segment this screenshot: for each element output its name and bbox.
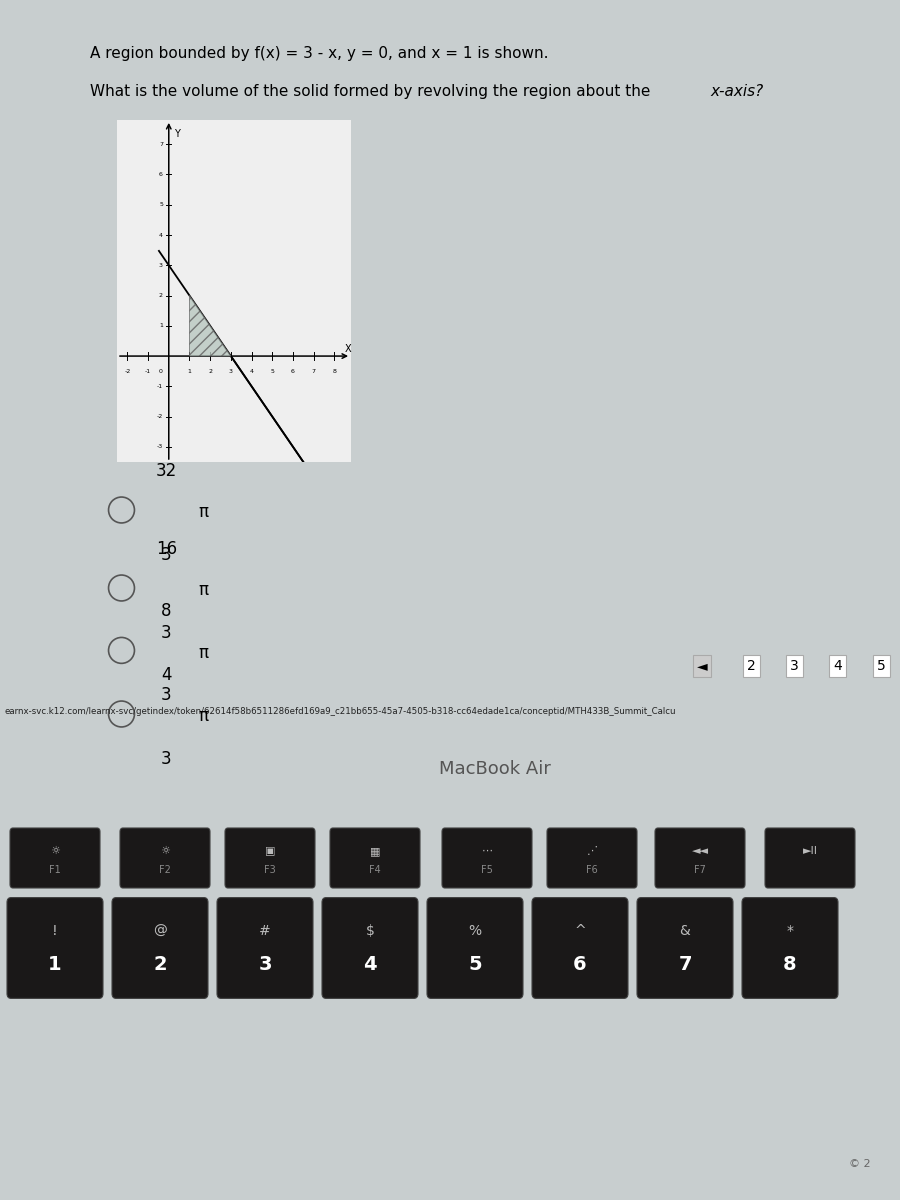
Text: ▦: ▦ xyxy=(370,846,380,856)
FancyBboxPatch shape xyxy=(120,828,210,888)
Text: 2: 2 xyxy=(159,293,163,298)
FancyBboxPatch shape xyxy=(765,828,855,888)
Text: 0: 0 xyxy=(159,368,163,373)
FancyBboxPatch shape xyxy=(655,828,745,888)
Text: *: * xyxy=(787,924,794,938)
Text: ☼: ☼ xyxy=(160,846,170,856)
Text: -2: -2 xyxy=(124,368,130,373)
Text: -1: -1 xyxy=(157,384,163,389)
FancyBboxPatch shape xyxy=(225,828,315,888)
Text: 4: 4 xyxy=(249,368,254,373)
Text: π: π xyxy=(198,581,208,599)
Text: MacBook Air: MacBook Air xyxy=(439,760,551,778)
Text: π: π xyxy=(198,643,208,661)
Text: !: ! xyxy=(52,924,58,938)
Text: 8: 8 xyxy=(161,602,172,620)
Text: earnx-svc.k12.com/learnx-svc/getindex/token/62614f58b6511286efd169a9_c21bb655-45: earnx-svc.k12.com/learnx-svc/getindex/to… xyxy=(4,707,676,715)
Text: %: % xyxy=(468,924,482,938)
Text: -3: -3 xyxy=(157,444,163,449)
Text: F7: F7 xyxy=(694,865,706,875)
Text: A region bounded by f(x) = 3 - x, y = 0, and x = 1 is shown.: A region bounded by f(x) = 3 - x, y = 0,… xyxy=(90,46,548,61)
FancyBboxPatch shape xyxy=(637,898,733,998)
Text: π: π xyxy=(198,504,208,521)
Text: 7: 7 xyxy=(159,142,163,146)
Text: F6: F6 xyxy=(586,865,598,875)
Text: -1: -1 xyxy=(145,368,151,373)
FancyBboxPatch shape xyxy=(532,898,628,998)
Text: $: $ xyxy=(365,924,374,938)
Text: © 2: © 2 xyxy=(850,1159,871,1169)
Text: 5: 5 xyxy=(159,203,163,208)
Text: @: @ xyxy=(153,924,166,938)
Text: 5: 5 xyxy=(877,659,886,673)
Text: 3: 3 xyxy=(161,750,172,768)
Text: F3: F3 xyxy=(264,865,276,875)
Text: F2: F2 xyxy=(159,865,171,875)
Text: 1: 1 xyxy=(187,368,192,373)
Text: 8: 8 xyxy=(783,955,796,974)
Text: 6: 6 xyxy=(573,955,587,974)
Text: 4: 4 xyxy=(159,233,163,238)
Text: F5: F5 xyxy=(482,865,493,875)
Text: ⋯: ⋯ xyxy=(482,846,492,856)
FancyBboxPatch shape xyxy=(112,898,208,998)
Text: What is the volume of the solid formed by revolving the region about the: What is the volume of the solid formed b… xyxy=(90,84,655,98)
Text: 4: 4 xyxy=(833,659,842,673)
Text: π: π xyxy=(198,707,208,725)
Text: X: X xyxy=(345,344,351,354)
Text: &: & xyxy=(680,924,690,938)
Text: ☼: ☼ xyxy=(50,846,60,856)
FancyBboxPatch shape xyxy=(547,828,637,888)
Text: 7: 7 xyxy=(311,368,316,373)
Text: 3: 3 xyxy=(161,686,172,704)
FancyBboxPatch shape xyxy=(427,898,523,998)
Text: 6: 6 xyxy=(291,368,295,373)
Text: 7: 7 xyxy=(679,955,692,974)
Text: 3: 3 xyxy=(790,659,799,673)
Text: ▣: ▣ xyxy=(265,846,275,856)
FancyBboxPatch shape xyxy=(742,898,838,998)
Text: 2: 2 xyxy=(747,659,756,673)
Polygon shape xyxy=(190,295,231,356)
Text: 3: 3 xyxy=(159,263,163,268)
Text: 2: 2 xyxy=(208,368,212,373)
FancyBboxPatch shape xyxy=(7,898,103,998)
Text: 3: 3 xyxy=(161,546,172,564)
Text: ►II: ►II xyxy=(803,846,817,856)
Text: 8: 8 xyxy=(332,368,337,373)
Text: 1: 1 xyxy=(49,955,62,974)
FancyBboxPatch shape xyxy=(330,828,420,888)
Text: x-axis?: x-axis? xyxy=(710,84,763,98)
Text: 3: 3 xyxy=(229,368,233,373)
Text: 32: 32 xyxy=(156,462,177,480)
Text: -2: -2 xyxy=(157,414,163,419)
Text: 3: 3 xyxy=(258,955,272,974)
FancyBboxPatch shape xyxy=(10,828,100,888)
Text: 4: 4 xyxy=(161,666,172,684)
FancyBboxPatch shape xyxy=(322,898,418,998)
Text: 6: 6 xyxy=(159,172,163,176)
FancyBboxPatch shape xyxy=(442,828,532,888)
Text: F4: F4 xyxy=(369,865,381,875)
Text: #: # xyxy=(259,924,271,938)
Text: ◄◄: ◄◄ xyxy=(691,846,708,856)
Text: ◄: ◄ xyxy=(697,659,707,673)
Text: 16: 16 xyxy=(156,540,177,558)
FancyBboxPatch shape xyxy=(217,898,313,998)
Text: 4: 4 xyxy=(364,955,377,974)
Text: ^: ^ xyxy=(574,924,586,938)
Text: Y: Y xyxy=(174,130,180,139)
Text: 3: 3 xyxy=(161,624,172,642)
Text: F1: F1 xyxy=(50,865,61,875)
Text: ⋰: ⋰ xyxy=(587,846,598,856)
Text: 5: 5 xyxy=(468,955,482,974)
Text: 5: 5 xyxy=(270,368,274,373)
Text: 2: 2 xyxy=(153,955,166,974)
Text: 1: 1 xyxy=(159,323,163,329)
